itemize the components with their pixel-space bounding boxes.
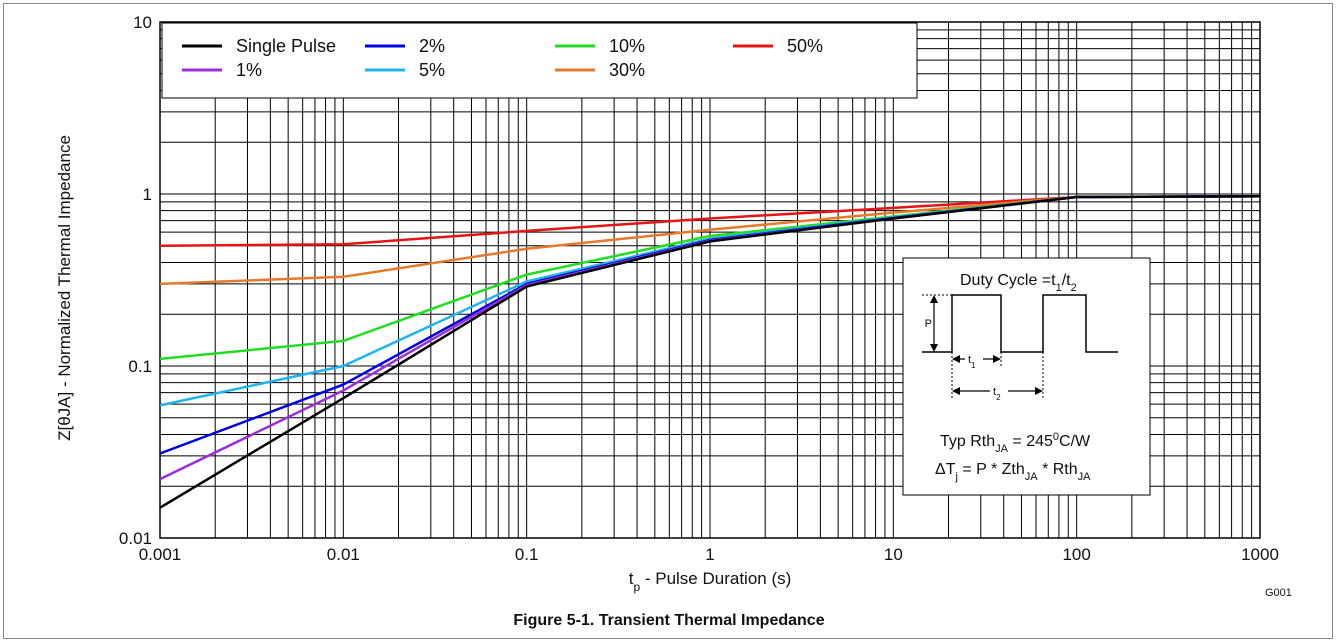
legend-label: 1% xyxy=(236,60,262,80)
p-label: P xyxy=(925,318,932,330)
y-tick-label: 1 xyxy=(143,185,152,204)
x-tick-label: 1000 xyxy=(1241,545,1279,564)
inset-title: Duty Cycle =t1/t2 xyxy=(960,272,1077,294)
legend-label: 2% xyxy=(419,36,445,56)
t2-label-bg xyxy=(990,383,1008,397)
legend: Single Pulse 1% 2% 5% 10% 30% 50% xyxy=(161,22,918,99)
y-tick-label: 0.1 xyxy=(128,357,152,376)
p-arrow-head-up xyxy=(930,295,938,303)
t2-arrow-head-left xyxy=(952,387,960,395)
x-tick-label: 0.001 xyxy=(139,545,182,564)
inset-box xyxy=(902,257,1151,496)
p-arrow-head-down xyxy=(930,344,938,352)
x-tick-label: 0.1 xyxy=(515,545,539,564)
t1-label: t1 xyxy=(968,354,976,370)
rth-formula: Typ RthJA = 2450C/W xyxy=(940,431,1091,455)
t1-arrow-head-left xyxy=(952,355,960,363)
t2-arrow-head-right xyxy=(1035,387,1043,395)
legend-label: 50% xyxy=(787,36,823,56)
y-tick-label: 0.01 xyxy=(119,529,152,548)
x-tick-label: 100 xyxy=(1062,545,1090,564)
delta-t-formula: ΔTj = P * ZthJA * RthJA xyxy=(935,461,1091,483)
plot-border xyxy=(159,21,1261,539)
figure-frame xyxy=(3,3,1333,639)
corner-code: G001 xyxy=(1265,587,1292,599)
legend-box xyxy=(161,22,918,99)
legend-label: 30% xyxy=(609,60,645,80)
x-tick-label: 10 xyxy=(884,545,903,564)
series-group xyxy=(159,195,1261,509)
t1-arrow-head-right xyxy=(993,355,1001,363)
t2-label: t2 xyxy=(993,386,1001,402)
y-tick-label: 10 xyxy=(133,13,152,32)
x-tick-label: 1 xyxy=(705,545,714,564)
t1-label-bg xyxy=(965,351,983,365)
figure-caption: Figure 5-1. Transient Thermal Impedance xyxy=(513,612,825,629)
x-tick-label: 0.01 xyxy=(327,545,360,564)
pulse-waveform xyxy=(922,294,1118,353)
x-axis-label: tp - Pulse Duration (s) xyxy=(629,569,792,594)
series-line-single-pulse xyxy=(159,195,1261,509)
duty-cycle-inset: Duty Cycle =t1/t2 P t1 t2 Typ RthJA = 24… xyxy=(902,257,1151,496)
legend-label: 5% xyxy=(419,60,445,80)
legend-label: 10% xyxy=(609,36,645,56)
legend-label: Single Pulse xyxy=(236,36,336,56)
y-axis-label: Z[θJA] - Normalized Thermal Impedance xyxy=(55,135,74,441)
